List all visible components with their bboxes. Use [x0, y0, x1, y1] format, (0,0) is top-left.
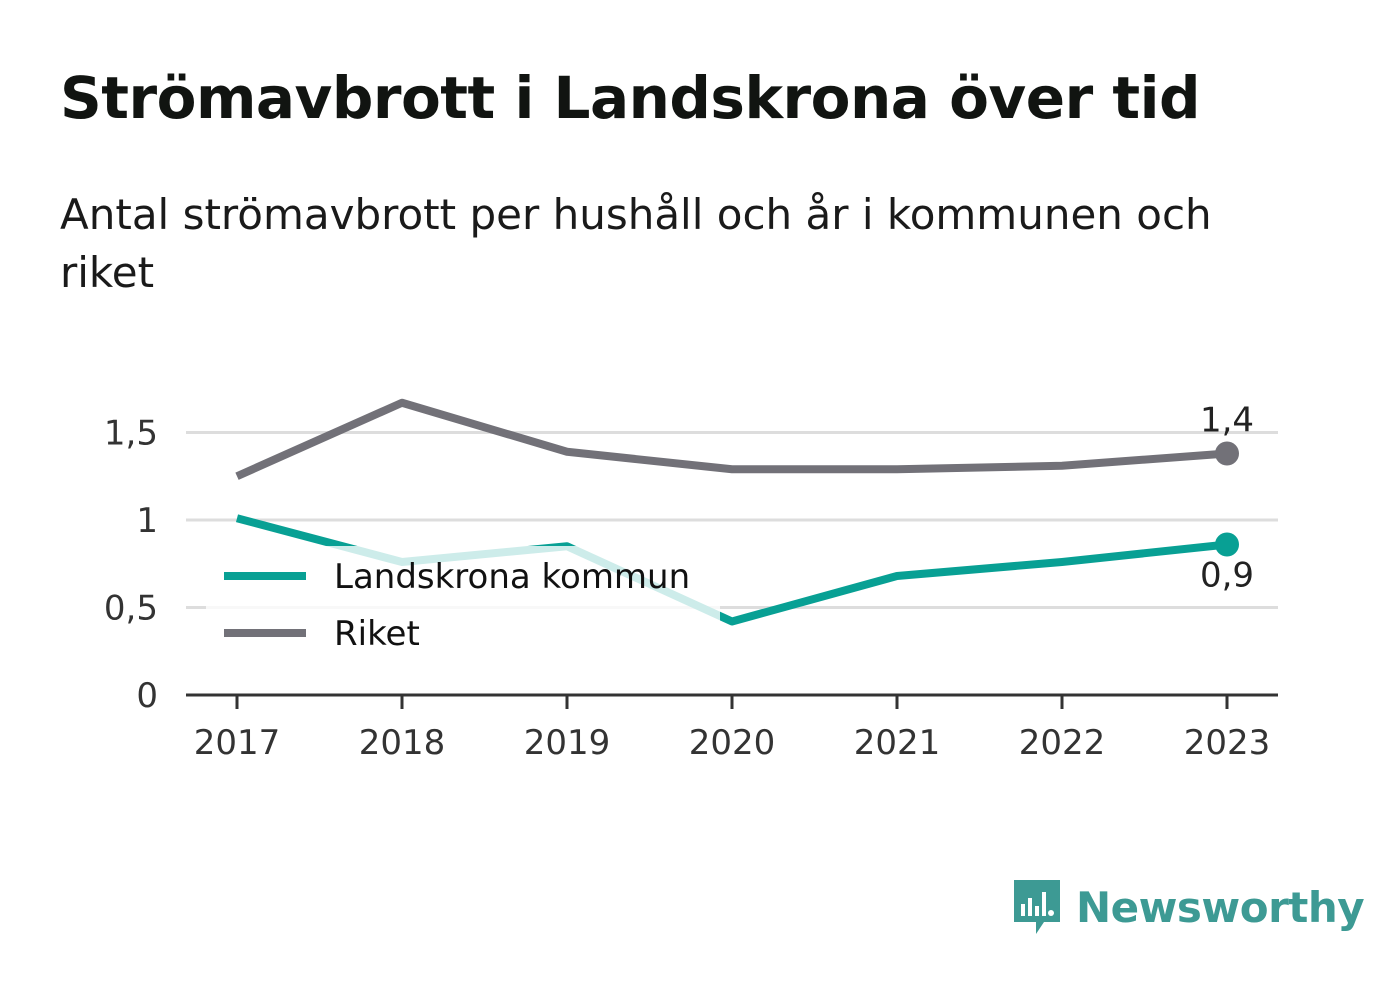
x-tick-label: 2020	[689, 723, 776, 763]
legend-label: Riket	[334, 614, 420, 654]
series-end-points: 0,9 1,4	[1200, 401, 1254, 596]
series-end-point	[1215, 532, 1239, 557]
data-label: 0,9	[1200, 556, 1254, 596]
x-tick-label: 2023	[1184, 723, 1271, 763]
x-tick-label: 2017	[194, 723, 281, 763]
legend-background	[206, 546, 720, 664]
legend-label: Landskrona kommun	[334, 557, 690, 597]
chart-subtitle: Antal strömavbrott per hushåll och år i …	[60, 190, 1212, 297]
x-tick-label: 2022	[1019, 723, 1106, 763]
x-tick-label: 2018	[359, 723, 446, 763]
y-tick-label: 1	[136, 501, 158, 541]
x-axis: 2017 2018 2019 2020 2021 2022 2023	[186, 693, 1278, 763]
brand-name: Newsworthy	[1076, 882, 1365, 932]
legend: Landskrona kommun Riket	[206, 546, 720, 664]
y-axis-ticks: 0 0,5 1 1,5	[104, 414, 158, 717]
x-tick-label: 2019	[524, 723, 611, 763]
y-tick-label: 0	[136, 676, 158, 716]
y-tick-label: 0,5	[104, 589, 158, 629]
series-end-point	[1215, 441, 1239, 466]
data-label: 1,4	[1200, 401, 1254, 441]
chart-title: Strömavbrott i Landskrona över tid	[60, 64, 1201, 132]
y-tick-label: 1,5	[104, 414, 158, 454]
series-line-riket	[235, 398, 1228, 480]
x-tick-label: 2021	[854, 723, 941, 763]
brand-logo: Newsworthy	[1010, 876, 1365, 938]
newsworthy-logo-icon	[1014, 880, 1060, 934]
